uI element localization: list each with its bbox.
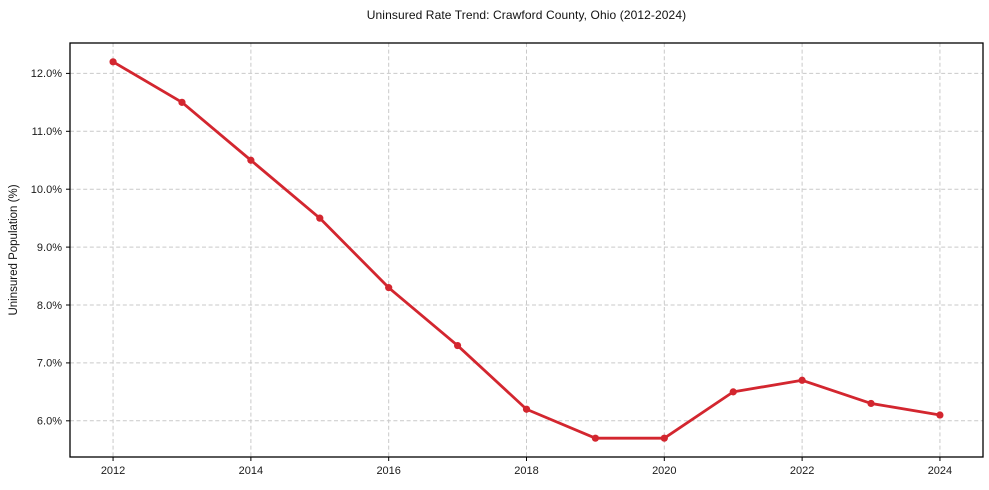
data-point: [591, 434, 600, 442]
data-point: [316, 214, 324, 222]
y-tick-label: 6.0%: [37, 416, 62, 428]
y-tick-label: 7.0%: [37, 358, 62, 370]
y-tick-label: 10.0%: [31, 184, 62, 196]
data-point: [247, 156, 255, 164]
data-point: [867, 399, 875, 408]
y-tick-label: 12.0%: [31, 68, 62, 80]
data-point: [729, 388, 737, 396]
data-point: [798, 376, 806, 384]
x-tick-label: 2016: [376, 465, 400, 477]
data-point: [453, 341, 462, 350]
y-tick-label: 11.0%: [32, 126, 63, 138]
x-tick-label: 2024: [928, 465, 952, 477]
x-tick-label: 2012: [101, 465, 125, 477]
chart-title: Uninsured Rate Trend: Crawford County, O…: [366, 8, 687, 22]
x-tick-label: 2022: [790, 465, 814, 477]
x-tick-label: 2018: [514, 465, 538, 477]
y-tick-label: 9.0%: [37, 242, 62, 254]
y-tick-label: 8.0%: [37, 300, 62, 312]
x-tick-label: 2020: [652, 465, 676, 477]
data-point: [385, 284, 393, 292]
data-point: [178, 98, 186, 106]
plot-border: [69, 42, 984, 458]
data-point: [522, 405, 531, 413]
data-point: [660, 434, 668, 442]
data-point: [936, 411, 944, 419]
data-point: [109, 58, 117, 66]
x-tick-label: 2014: [239, 465, 263, 477]
